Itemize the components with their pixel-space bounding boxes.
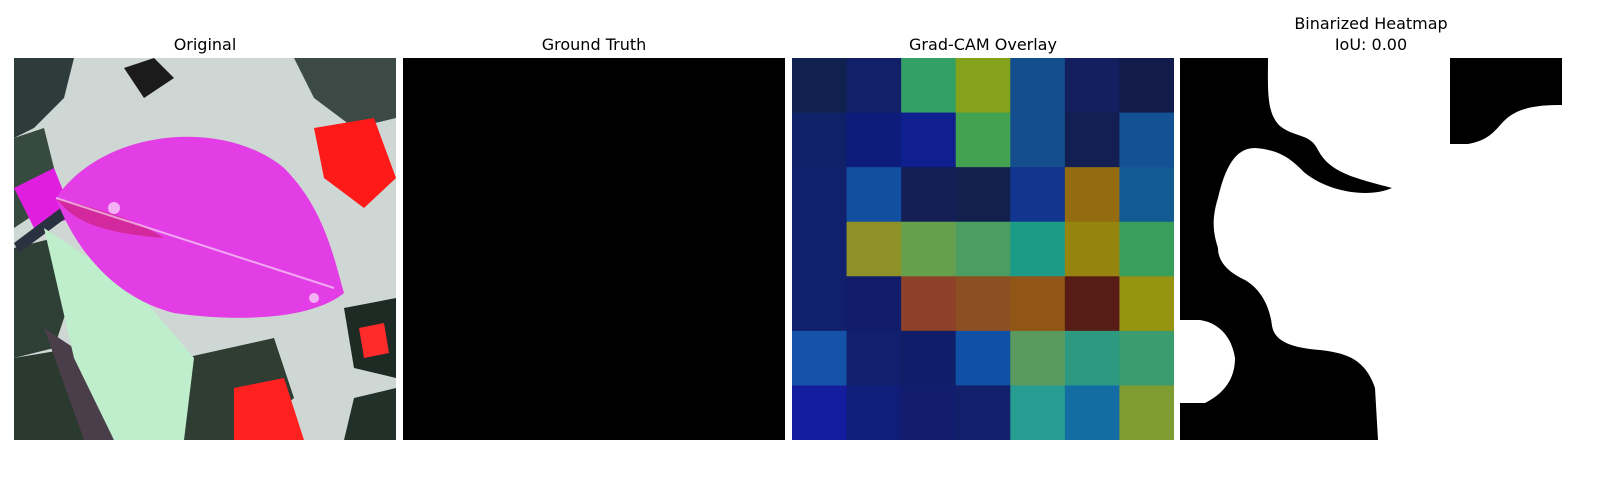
gradcam-cell <box>955 112 1011 168</box>
gradcam-cell <box>1119 221 1174 277</box>
gradcam-cell <box>846 112 902 168</box>
gradcam-cell <box>955 385 1011 440</box>
gradcam-cell <box>1064 276 1120 332</box>
gradcam-cell <box>1119 330 1174 386</box>
gradcam-cell <box>1119 58 1174 114</box>
gradcam-cell <box>901 276 957 332</box>
gradcam-cell <box>955 330 1011 386</box>
original-image <box>14 58 396 440</box>
gradcam-cell <box>792 167 848 223</box>
iou-label: IoU: 0.00 <box>1334 35 1408 54</box>
gradcam-cell <box>955 221 1011 277</box>
gradcam-cell <box>1119 276 1174 332</box>
gradcam-cell <box>792 58 848 114</box>
gradcam-cell <box>792 330 848 386</box>
gradcam-cell <box>955 276 1011 332</box>
gradcam-cell <box>846 221 902 277</box>
gradcam-cell <box>792 221 848 277</box>
ground-truth-panel: Ground Truth <box>403 0 785 440</box>
binarized-title: Binarized Heatmap <box>1294 14 1448 33</box>
gradcam-cell <box>901 112 957 168</box>
gradcam-cell <box>846 58 902 114</box>
gradcam-cell <box>846 385 902 440</box>
gradcam-cell <box>1064 112 1120 168</box>
gradcam-cell <box>901 221 957 277</box>
gradcam-cell <box>1064 330 1120 386</box>
gradcam-cell <box>901 385 957 440</box>
gradcam-cell <box>846 276 902 332</box>
gradcam-title: Grad-CAM Overlay <box>909 35 1057 54</box>
gradcam-cell <box>901 58 957 114</box>
gradcam-cell <box>792 276 848 332</box>
gradcam-cell <box>1010 276 1066 332</box>
gradcam-cell <box>792 112 848 168</box>
gradcam-cell <box>1064 167 1120 223</box>
gradcam-cell <box>846 167 902 223</box>
gradcam-cell <box>1064 385 1120 440</box>
gradcam-cell <box>1064 58 1120 114</box>
gradcam-grid <box>792 58 1174 440</box>
original-title: Original <box>173 35 237 54</box>
gradcam-cell <box>1010 167 1066 223</box>
gradcam-cell <box>846 330 902 386</box>
ground-truth-title: Ground Truth <box>541 35 647 54</box>
gradcam-heatmap <box>792 58 1174 440</box>
gradcam-cell <box>1064 221 1120 277</box>
gradcam-cell <box>1010 221 1066 277</box>
gradcam-cell <box>1119 167 1174 223</box>
gradcam-cell <box>1010 58 1066 114</box>
gradcam-panel: Grad-CAM Overlay <box>792 0 1174 440</box>
gradcam-cell <box>955 167 1011 223</box>
gradcam-cell <box>1010 112 1066 168</box>
gradcam-cell <box>1119 112 1174 168</box>
gradcam-cell <box>1010 330 1066 386</box>
gradcam-cell <box>1119 385 1174 440</box>
gradcam-cell <box>901 330 957 386</box>
ground-truth-mask <box>403 58 785 440</box>
gradcam-cell <box>901 167 957 223</box>
gradcam-cell <box>792 385 848 440</box>
original-panel: Original <box>14 0 396 440</box>
gradcam-cell <box>955 58 1011 114</box>
binarized-mask <box>1180 58 1562 440</box>
gradcam-cell <box>1010 385 1066 440</box>
binarized-panel: Binarized Heatmap IoU: 0.00 <box>1180 0 1562 440</box>
